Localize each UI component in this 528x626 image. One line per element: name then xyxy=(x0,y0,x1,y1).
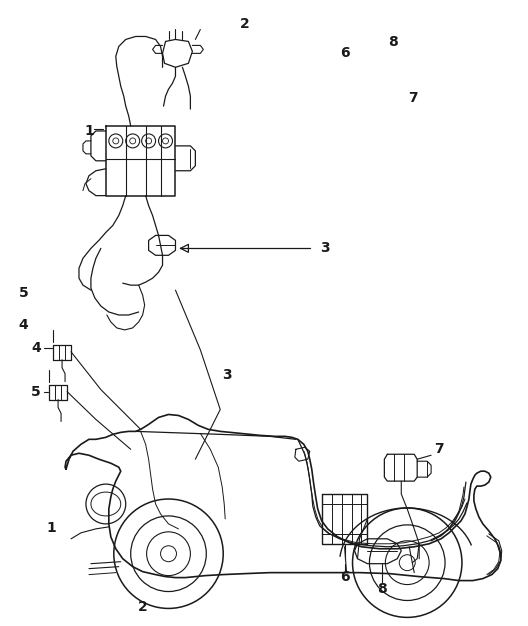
Text: 4: 4 xyxy=(18,319,29,332)
Text: 4: 4 xyxy=(31,341,41,355)
Text: 3: 3 xyxy=(222,368,232,382)
Text: 8: 8 xyxy=(378,582,387,595)
Text: 7: 7 xyxy=(409,91,418,105)
Text: 1: 1 xyxy=(46,521,56,535)
Text: 8: 8 xyxy=(388,35,398,49)
Text: 7: 7 xyxy=(434,443,444,456)
Text: 2: 2 xyxy=(240,16,250,31)
Text: 3: 3 xyxy=(320,242,329,255)
Text: 6: 6 xyxy=(340,570,350,583)
Text: 1: 1 xyxy=(84,124,94,138)
Text: 5: 5 xyxy=(31,384,41,399)
Text: 5: 5 xyxy=(18,286,29,300)
Text: 2: 2 xyxy=(138,600,148,614)
Text: 6: 6 xyxy=(341,46,350,59)
